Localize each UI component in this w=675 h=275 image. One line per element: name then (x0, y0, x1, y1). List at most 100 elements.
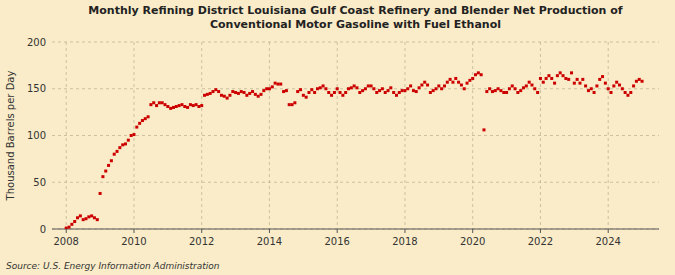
point (576, 78, 579, 81)
point (480, 73, 483, 76)
point (110, 159, 113, 162)
point (339, 91, 342, 94)
point (161, 101, 164, 104)
point (525, 84, 528, 87)
point (457, 81, 460, 84)
point (251, 90, 254, 93)
title: Monthly Refining District Louisiana Gulf… (88, 4, 622, 31)
point (463, 87, 466, 90)
point (426, 84, 429, 87)
point (460, 84, 463, 87)
point (618, 84, 621, 87)
point (327, 91, 330, 94)
point (240, 90, 243, 93)
point (440, 87, 443, 90)
y-tick-label: 100 (27, 130, 46, 141)
point (209, 92, 212, 95)
point (90, 214, 93, 217)
point (158, 101, 161, 104)
point (265, 87, 268, 90)
point (435, 87, 438, 90)
point (514, 87, 517, 90)
point (169, 107, 172, 110)
point (350, 86, 353, 89)
point (488, 87, 491, 90)
point (420, 84, 423, 87)
point (307, 91, 310, 94)
x-tick-label: 2018 (392, 236, 417, 247)
chart: 0501001502002008201020122014201620182020… (0, 0, 675, 275)
point (398, 91, 401, 94)
point (519, 89, 522, 92)
x-grid-line (133, 42, 134, 229)
x-tick (133, 229, 134, 233)
x-grid-line (201, 42, 202, 229)
point (220, 94, 223, 97)
point (581, 78, 584, 81)
point (539, 77, 542, 80)
point (183, 105, 186, 108)
point (192, 104, 195, 107)
point (485, 90, 488, 93)
point (257, 95, 260, 98)
point (615, 81, 618, 84)
point (610, 91, 613, 94)
point (79, 214, 82, 217)
point (147, 115, 150, 118)
point (626, 94, 629, 97)
point (347, 87, 350, 90)
point (384, 91, 387, 94)
y-grid-line (52, 182, 659, 183)
x-tick-label: 2014 (257, 236, 282, 247)
point (68, 226, 71, 229)
point (132, 133, 135, 136)
point (573, 82, 576, 85)
point (593, 91, 596, 94)
point (562, 74, 565, 77)
source-note: Source: U.S. Energy Information Administ… (6, 261, 220, 271)
point (310, 88, 313, 91)
point (149, 103, 152, 106)
x-grid-line (66, 42, 67, 229)
point (234, 91, 237, 94)
point (497, 87, 500, 90)
point (595, 84, 598, 87)
point (641, 80, 644, 83)
point (494, 89, 497, 92)
point (403, 89, 406, 92)
x-tick (337, 229, 338, 233)
point (243, 91, 246, 94)
point (491, 90, 494, 93)
point (166, 105, 169, 108)
point (336, 87, 339, 90)
point (559, 71, 562, 74)
point (107, 164, 110, 167)
point (262, 89, 265, 92)
y-tick-label: 150 (27, 83, 46, 94)
point (511, 84, 514, 87)
point (516, 91, 519, 94)
point (502, 91, 505, 94)
x-tick-label: 2024 (595, 236, 620, 247)
point (471, 77, 474, 80)
point (96, 218, 99, 221)
point (118, 146, 121, 149)
point (214, 88, 217, 91)
point (530, 84, 533, 87)
point (624, 91, 627, 94)
point (372, 87, 375, 90)
point (409, 84, 412, 87)
point (296, 90, 299, 93)
x-tick-label: 2020 (460, 236, 485, 247)
point (288, 103, 291, 106)
point (324, 87, 327, 90)
point (415, 90, 418, 93)
point (276, 83, 279, 86)
point (542, 81, 545, 84)
point (449, 78, 452, 81)
point (138, 122, 141, 125)
point (604, 82, 607, 85)
point (556, 74, 559, 77)
point (482, 128, 485, 131)
x-grid-line (472, 42, 473, 229)
